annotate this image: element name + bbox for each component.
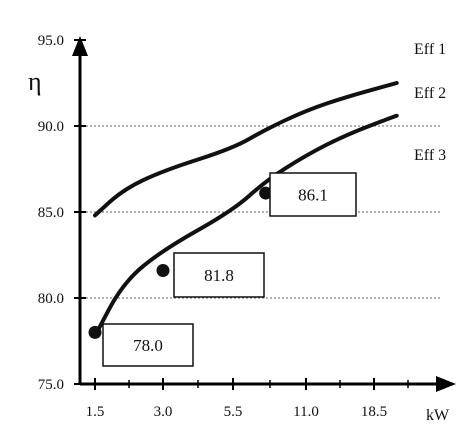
data-label-box	[102, 323, 194, 367]
efficiency-curves	[93, 81, 399, 338]
data-point	[156, 263, 170, 277]
y-tick-label: 90.0	[38, 119, 64, 135]
efficiency-curve-2	[93, 113, 399, 338]
y-tick-label: 75.0	[38, 377, 64, 393]
y-tick-label: 85.0	[38, 205, 64, 221]
efficiency-class-label: Eff 3	[414, 147, 446, 164]
data-point	[259, 186, 273, 200]
y-axis-label: η	[28, 67, 42, 96]
efficiency-class-label: Eff 1	[414, 41, 446, 58]
x-tick-label: 11.0	[293, 404, 319, 420]
x-tick-label: 3.0	[154, 404, 173, 420]
y-tick-label: 80.0	[38, 291, 64, 307]
efficiency-curve-1	[93, 81, 399, 218]
data-label: 78.0	[133, 336, 163, 355]
x-axis-arrow	[436, 376, 456, 392]
efficiency-class-label: Eff 2	[414, 85, 446, 102]
axes	[72, 36, 456, 392]
x-tick-label: 1.5	[86, 404, 105, 420]
x-tick-label: 18.5	[361, 404, 387, 420]
efficiency-class-labels: Eff 1 Eff 2 Eff 3	[414, 41, 446, 164]
grid-lines	[82, 125, 442, 299]
data-label-box	[173, 252, 265, 298]
tick-labels: 75.0 80.0 85.0 90.0 95.0 1.5 3.0 5.5 11.0 18.5	[38, 33, 409, 420]
y-axis-arrow	[72, 36, 88, 56]
data-points: 78.0 81.8 86.1	[88, 172, 357, 367]
data-label-box	[269, 172, 357, 217]
y-tick-label: 95.0	[38, 33, 64, 49]
data-label: 86.1	[298, 186, 328, 205]
data-point	[88, 325, 102, 339]
data-label: 81.8	[204, 266, 234, 285]
x-tick-label: 5.5	[224, 404, 243, 420]
x-axis-label: kW	[426, 407, 450, 424]
